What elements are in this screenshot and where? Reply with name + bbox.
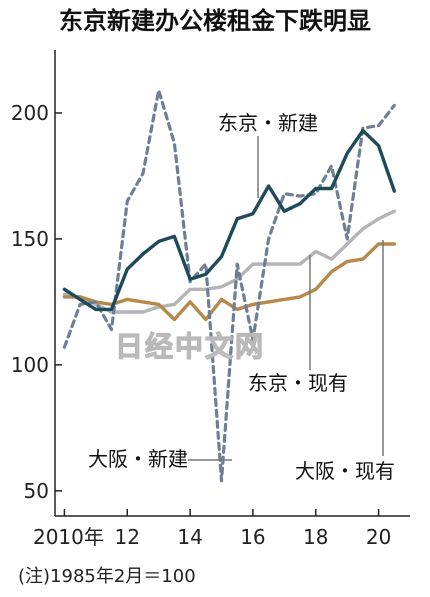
x-tick-label: 12 bbox=[115, 525, 140, 549]
x-tick-label: 18 bbox=[303, 525, 328, 549]
series-label-0: 东京・新建 bbox=[218, 111, 318, 135]
y-tick-label: 200 bbox=[11, 101, 49, 125]
y-tick-label: 100 bbox=[11, 353, 49, 377]
series-line-1 bbox=[62, 209, 396, 314]
chart-title: 东京新建办公楼租金下跌明显 bbox=[59, 7, 371, 35]
series-label-2: 大阪・新建 bbox=[88, 447, 188, 471]
x-tick-label: 16 bbox=[240, 525, 265, 549]
series-label-3: 大阪・现有 bbox=[295, 459, 395, 483]
series-label-1: 东京・现有 bbox=[248, 371, 348, 395]
series-line-2 bbox=[62, 88, 396, 483]
x-tick-label: 2010年 bbox=[33, 525, 104, 549]
x-tick-label: 20 bbox=[366, 525, 391, 549]
y-tick-label: 150 bbox=[11, 227, 49, 251]
footnote: (注)1985年2月＝100 bbox=[18, 566, 196, 587]
y-tick-label: 50 bbox=[24, 479, 49, 503]
series-line-3 bbox=[62, 242, 396, 322]
series-line-0 bbox=[62, 128, 396, 312]
x-tick-label: 14 bbox=[177, 525, 202, 549]
watermark-text: 日经中文网 bbox=[115, 330, 265, 363]
